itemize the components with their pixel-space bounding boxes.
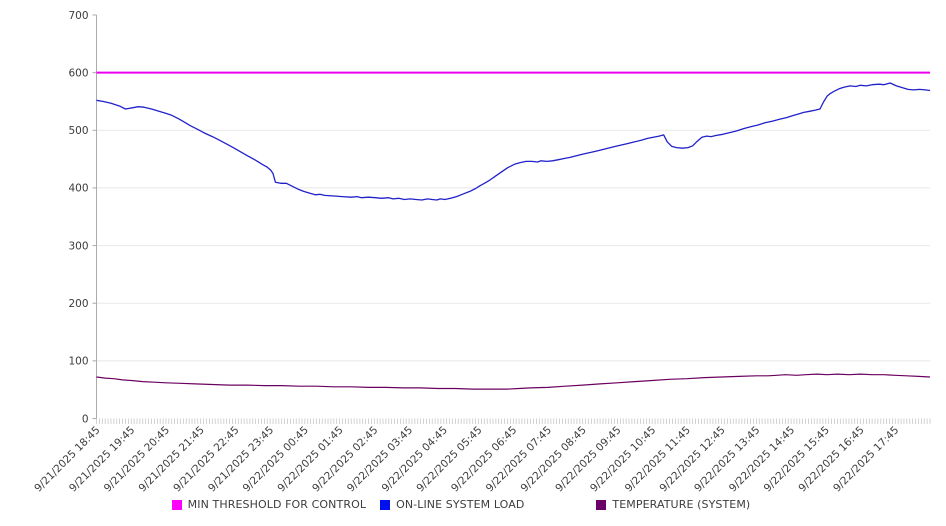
y-tick-label: 700 (68, 10, 88, 22)
x-tick-label: 9/22/2025 13:45 (692, 424, 762, 494)
x-tick-label: 9/22/2025 00:45 (241, 424, 311, 494)
x-tick-label: 9/21/2025 23:45 (206, 424, 276, 494)
x-tick-label: 9/22/2025 06:45 (449, 424, 519, 494)
x-tick-label: 9/22/2025 17:45 (831, 424, 901, 494)
y-tick-label: 500 (68, 125, 88, 137)
series-lines (96, 71, 931, 390)
x-tick-label: 9/22/2025 10:45 (588, 424, 658, 494)
x-axis-labels: 9/21/2025 18:459/21/2025 19:459/21/2025 … (32, 424, 901, 494)
x-tick-label: 9/22/2025 07:45 (484, 424, 554, 494)
y-tick-label: 0 (82, 413, 89, 425)
gridlines (96, 72, 930, 362)
x-tick-label: 9/22/2025 15:45 (762, 424, 832, 494)
legend-item-min-threshold: MIN THRESHOLD FOR CONTROL (171, 498, 367, 511)
y-tick-label: 300 (68, 240, 88, 252)
x-tick-label: 9/22/2025 14:45 (727, 424, 797, 494)
y-tick-label: 100 (68, 356, 88, 368)
x-tick-label: 9/22/2025 08:45 (519, 424, 589, 494)
y-tick-label: 600 (68, 67, 88, 79)
x-tick-label: 9/22/2025 12:45 (657, 424, 727, 494)
series-line-2 (96, 373, 931, 390)
temperature-swatch-icon (596, 499, 607, 510)
x-tick-label: 9/22/2025 09:45 (553, 424, 623, 494)
x-tick-label: 9/22/2025 16:45 (796, 424, 866, 494)
x-tick-label: 9/22/2025 05:45 (414, 424, 484, 494)
legend-label: MIN THRESHOLD FOR CONTROL (187, 498, 367, 511)
y-tick-label: 200 (68, 298, 88, 310)
x-tick-label: 9/22/2025 01:45 (275, 424, 345, 494)
system-load-swatch-icon (380, 499, 391, 510)
series-line-1 (96, 82, 931, 201)
y-axis: 0 100 200 300 400 500 600 700 (68, 10, 97, 425)
legend-label: TEMPERATURE (SYSTEM) (612, 498, 751, 511)
x-tick-label: 9/22/2025 03:45 (345, 424, 415, 494)
legend-item-system-load: ON-LINE SYSTEM LOAD (380, 498, 524, 511)
x-tick-label: 9/21/2025 21:45 (136, 424, 206, 494)
y-tick-label: 400 (68, 183, 88, 195)
x-tick-label: 9/22/2025 11:45 (623, 424, 693, 494)
x-tick-label: 9/21/2025 20:45 (102, 424, 172, 494)
x-tick-label: 9/22/2025 02:45 (310, 424, 380, 494)
min-threshold-swatch-icon (171, 499, 182, 510)
x-tick-label: 9/22/2025 04:45 (380, 424, 450, 494)
legend-label: ON-LINE SYSTEM LOAD (396, 498, 525, 511)
x-tick-label: 9/21/2025 22:45 (171, 424, 241, 494)
legend: MIN THRESHOLD FOR CONTROL ON-LINE SYSTEM… (0, 498, 934, 511)
x-axis-ticks (96, 418, 931, 424)
x-tick-label: 9/21/2025 18:45 (32, 424, 102, 494)
x-tick-label: 9/21/2025 19:45 (67, 424, 137, 494)
legend-item-temperature: TEMPERATURE (SYSTEM) (596, 498, 750, 511)
